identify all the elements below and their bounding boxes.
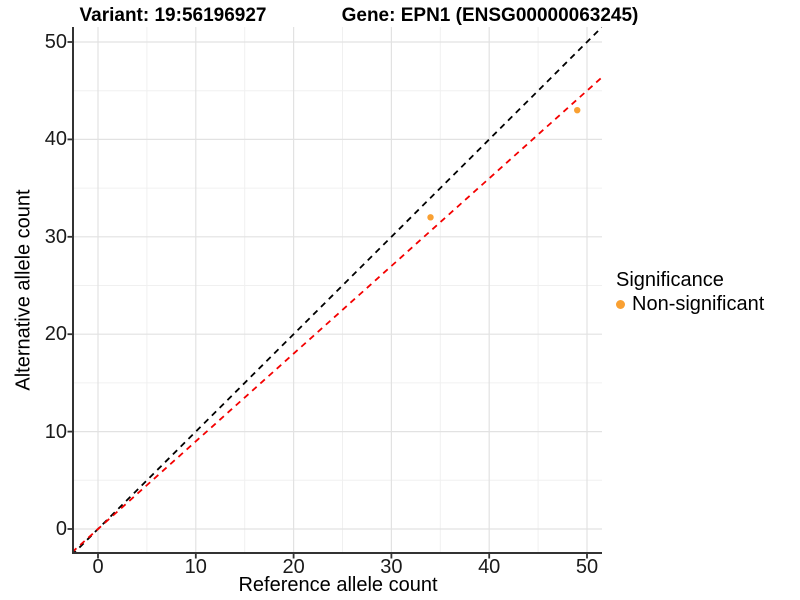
legend-item: Non-significant xyxy=(616,293,764,315)
x-tick-label: 50 xyxy=(575,556,599,578)
x-tick-label: 0 xyxy=(92,556,104,578)
x-axis-label: Reference allele count xyxy=(238,574,438,596)
x-tick-label: 20 xyxy=(282,556,305,578)
x-tick-label: 40 xyxy=(478,556,501,578)
legend-items: Non-significant xyxy=(616,293,764,315)
y-tick-label: 40 xyxy=(44,128,67,151)
legend-title: Significance xyxy=(616,269,724,291)
fitted-allelic-ratio-line xyxy=(74,76,602,552)
gene-title: Gene: EPN1 (ENSG00000063245) xyxy=(341,5,639,26)
y-tick-label: 50 xyxy=(44,31,67,53)
y-tick-label: 20 xyxy=(44,323,67,346)
y-tick-label: 10 xyxy=(44,420,67,443)
x-tick-label: 10 xyxy=(184,556,207,578)
x-tick-label: 30 xyxy=(380,556,403,578)
data-point xyxy=(574,106,581,114)
variant-title: Variant: 19:56196927 xyxy=(79,5,267,26)
y-axis-label: Alternative allele count xyxy=(12,189,35,391)
data-point xyxy=(427,214,434,221)
y-tick-label: 30 xyxy=(44,225,67,248)
legend-key-dot-icon xyxy=(616,299,625,309)
legend-item-label: Non-significant xyxy=(632,293,765,315)
legend: Significance Non-significant xyxy=(616,268,764,315)
identity-line xyxy=(74,27,602,552)
y-tick-label: 0 xyxy=(55,518,67,540)
